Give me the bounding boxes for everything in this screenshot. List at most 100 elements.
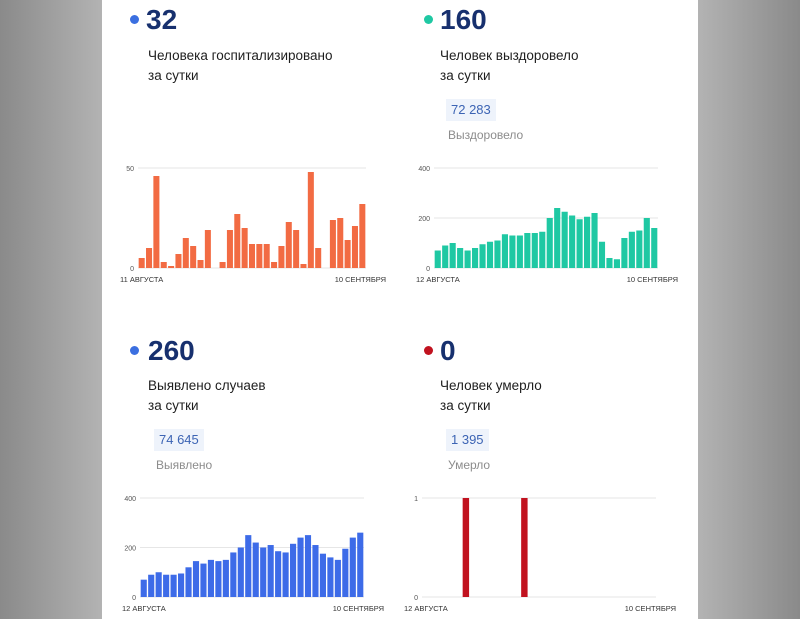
total-label: Умерло — [448, 458, 491, 472]
bar — [267, 545, 274, 597]
bar — [155, 572, 162, 597]
daily-value: 160 — [440, 4, 487, 35]
detected-bar-chart: 0 200 400 12 АВГУСТА 10 СЕНТЯБРЯ — [122, 496, 384, 613]
bar — [539, 231, 546, 268]
description-line-1: Человек умерло — [440, 378, 542, 393]
bar — [569, 215, 576, 268]
bar — [524, 233, 531, 268]
bar — [237, 547, 244, 597]
y-tick-label: 50 — [126, 166, 134, 173]
bar — [636, 230, 643, 268]
daily-value: 0 — [440, 335, 456, 366]
indicator-dot — [130, 15, 139, 24]
bar — [479, 244, 486, 268]
bar — [462, 498, 470, 597]
bar — [219, 262, 226, 268]
bar — [342, 548, 349, 597]
bar — [241, 228, 248, 268]
bar — [621, 238, 628, 268]
bar — [501, 234, 508, 268]
description-line-2: за сутки — [440, 68, 491, 83]
total-label: Выявлено — [156, 458, 213, 472]
bar — [486, 241, 494, 268]
bar — [252, 542, 259, 597]
bar — [591, 213, 598, 268]
x-start-label: 12 АВГУСТА — [416, 275, 460, 284]
bar — [546, 218, 553, 268]
y-tick-label: 0 — [426, 266, 430, 273]
total-value: 1 395 — [446, 429, 489, 451]
bar — [613, 259, 620, 268]
bar — [576, 219, 583, 268]
bar — [521, 498, 528, 597]
bar — [312, 545, 319, 597]
x-end-label: 10 СЕНТЯБРЯ — [333, 604, 384, 613]
total-label: Выздоровело — [448, 128, 524, 142]
bar — [327, 557, 334, 597]
description-line-1: Выявлено случаев — [148, 378, 266, 393]
hospitalized-bar-chart: 0 50 11 АВГУСТА 10 СЕНТЯБРЯ — [120, 166, 386, 284]
indicator-dot — [130, 346, 139, 355]
description-line-2: за сутки — [148, 398, 199, 413]
bar — [197, 260, 204, 268]
bar — [278, 246, 285, 268]
y-tick-label: 200 — [418, 216, 430, 223]
background-right — [698, 0, 800, 619]
bar — [230, 552, 237, 597]
bar — [168, 266, 175, 268]
bar — [290, 543, 297, 597]
y-tick-label: 1 — [414, 496, 418, 503]
bar — [357, 532, 364, 597]
bar — [234, 214, 241, 268]
bar — [329, 220, 336, 268]
bar — [160, 262, 167, 268]
daily-value: 260 — [148, 335, 195, 366]
bar — [509, 235, 516, 268]
bar — [207, 559, 214, 597]
bar — [344, 240, 351, 268]
bar — [293, 230, 300, 268]
x-end-label: 10 СЕНТЯБРЯ — [625, 604, 676, 613]
bar — [146, 248, 153, 268]
bar — [351, 226, 358, 268]
bar — [464, 250, 471, 268]
bar — [200, 563, 207, 597]
bar — [178, 573, 185, 597]
bar — [643, 218, 650, 268]
bar — [285, 222, 292, 268]
bar — [628, 231, 635, 268]
bar — [282, 552, 289, 597]
bar — [256, 244, 263, 268]
x-start-label: 11 АВГУСТА — [120, 275, 163, 284]
bar — [275, 551, 282, 597]
description-line-1: Человек выздоровело — [440, 48, 579, 63]
bar — [190, 246, 197, 268]
bar — [170, 574, 177, 597]
bar — [334, 559, 341, 597]
description-line-2: за сутки — [148, 68, 199, 83]
bar — [245, 535, 252, 597]
stats-panel: 32 Человека госпитализировано за сутки 1… — [102, 0, 698, 619]
recovered-bar-chart: 0 200 400 12 АВГУСТА 10 СЕНТЯБРЯ — [416, 166, 678, 284]
deaths-bar-chart: 0 1 12 АВГУСТА 10 СЕНТЯБРЯ — [404, 496, 676, 613]
bar — [531, 233, 538, 268]
bar — [140, 579, 147, 597]
bar — [175, 254, 182, 268]
y-tick-label: 0 — [414, 595, 418, 602]
bar — [359, 204, 366, 268]
bar — [554, 208, 561, 268]
bar — [434, 250, 441, 268]
bar — [449, 243, 456, 268]
description-line-1: Человека госпитализировано — [148, 48, 333, 63]
bar — [148, 574, 155, 597]
bar — [215, 561, 222, 597]
bar — [651, 228, 658, 268]
bar — [315, 248, 322, 268]
indicator-dot — [424, 346, 433, 355]
bar — [307, 172, 314, 268]
bar — [153, 176, 160, 268]
bar — [584, 216, 591, 268]
bar — [494, 240, 501, 268]
y-tick-label: 0 — [132, 595, 136, 602]
bar — [442, 245, 449, 268]
